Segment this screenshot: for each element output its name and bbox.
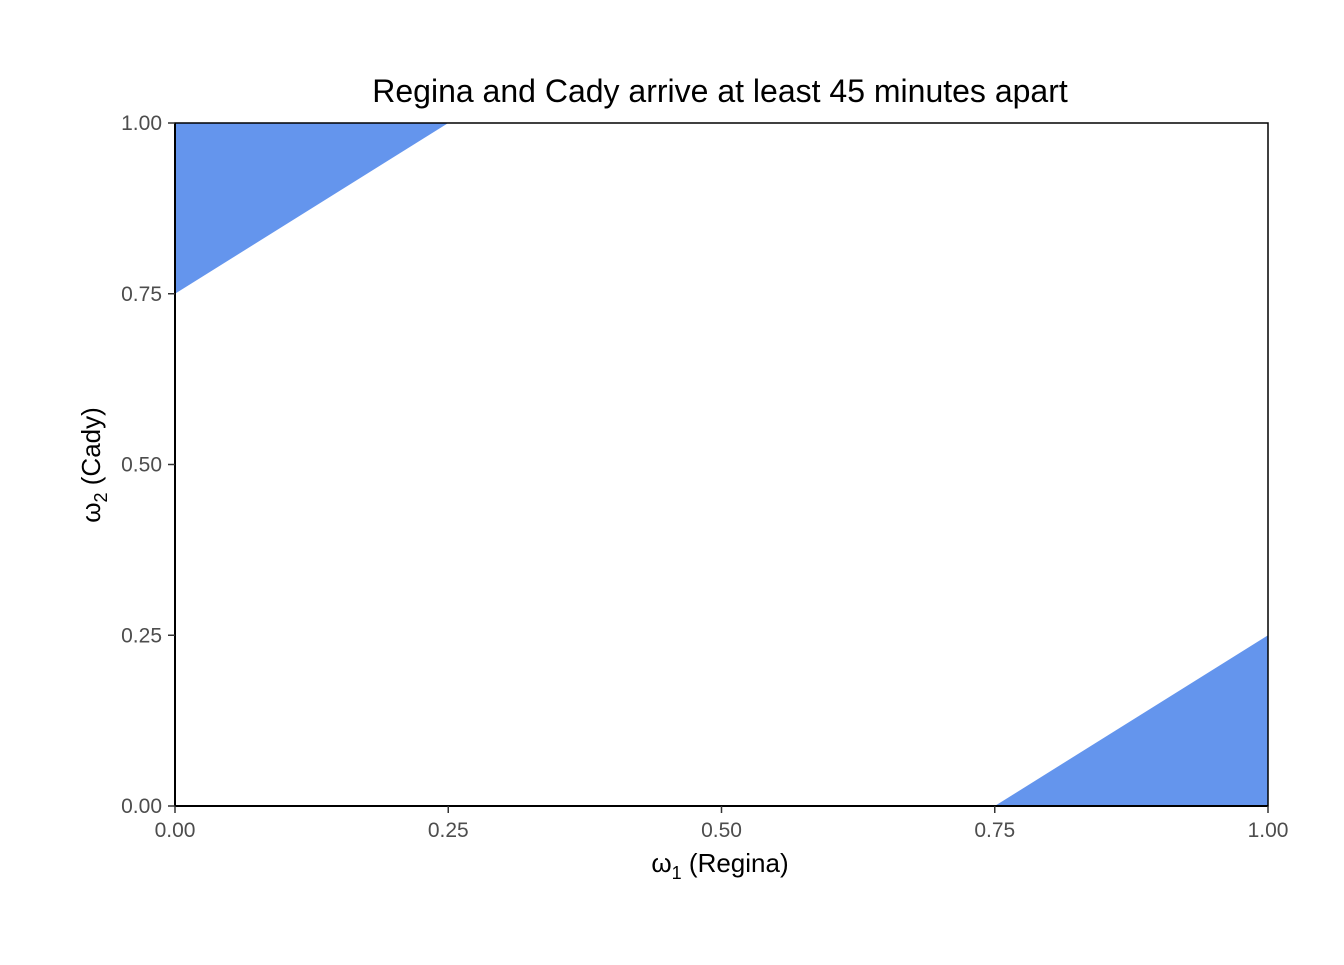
x-tick-label: 0.25 [428, 819, 469, 842]
x-axis-label-symbol: ω [651, 848, 671, 878]
regions-layer [175, 123, 1268, 806]
y-axis-label-symbol: ω [76, 502, 106, 522]
x-axis-label-subscript: 1 [672, 863, 682, 883]
x-axis-label-text: (Regina) [682, 848, 789, 878]
x-tick-label: 1.00 [1248, 819, 1289, 842]
y-tick-label: 0.00 [121, 795, 162, 818]
x-tick-label: 0.50 [701, 819, 742, 842]
x-tick-label: 0.75 [974, 819, 1015, 842]
x-tick-label: 0.00 [155, 819, 196, 842]
y-axis-label-subscript: 2 [91, 492, 111, 502]
shaded-region-2 [994, 635, 1268, 806]
y-axis-label: ω2 (Cady) [76, 407, 111, 523]
chart-title: Regina and Cady arrive at least 45 minut… [372, 73, 1068, 109]
x-axis-ticks: 0.00 0.25 0.50 0.75 1.00 [155, 806, 1289, 842]
y-axis-label-text: (Cady) [76, 407, 106, 492]
y-tick-label: 0.75 [121, 283, 162, 306]
y-axis-ticks: 0.00 0.25 0.50 0.75 1.00 [121, 112, 175, 818]
y-tick-label: 0.25 [121, 624, 162, 647]
y-tick-label: 0.50 [121, 454, 162, 477]
y-tick-label: 1.00 [121, 112, 162, 135]
x-axis-label: ω1 (Regina) [651, 848, 788, 883]
shaded-region-1 [175, 123, 449, 294]
